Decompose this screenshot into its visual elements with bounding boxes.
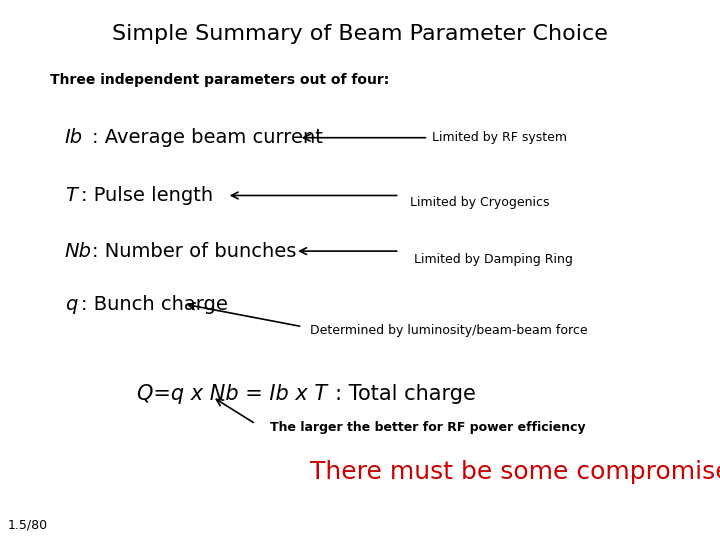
Text: Limited by RF system: Limited by RF system — [432, 131, 567, 144]
Text: : Pulse length: : Pulse length — [81, 186, 213, 205]
Text: Limited by Cryogenics: Limited by Cryogenics — [410, 196, 550, 209]
Text: Limited by Damping Ring: Limited by Damping Ring — [414, 253, 573, 266]
Text: Q=q x Nb = Ib x T: Q=q x Nb = Ib x T — [137, 384, 327, 404]
Text: Ib: Ib — [65, 128, 83, 147]
Text: q: q — [65, 294, 77, 314]
Text: Three independent parameters out of four:: Three independent parameters out of four… — [50, 73, 390, 87]
Text: : Average beam current: : Average beam current — [92, 128, 323, 147]
Text: Simple Summary of Beam Parameter Choice: Simple Summary of Beam Parameter Choice — [112, 24, 608, 44]
Text: T: T — [65, 186, 76, 205]
Text: : Total charge: : Total charge — [335, 384, 476, 404]
Text: : Number of bunches: : Number of bunches — [92, 241, 297, 261]
Text: 1.5/80: 1.5/80 — [7, 519, 48, 532]
Text: The larger the better for RF power efficiency: The larger the better for RF power effic… — [270, 421, 585, 434]
Text: Determined by luminosity/beam-beam force: Determined by luminosity/beam-beam force — [310, 324, 588, 337]
Text: : Bunch charge: : Bunch charge — [81, 294, 228, 314]
Text: There must be some compromise.: There must be some compromise. — [310, 461, 720, 484]
Text: Nb: Nb — [65, 241, 92, 261]
